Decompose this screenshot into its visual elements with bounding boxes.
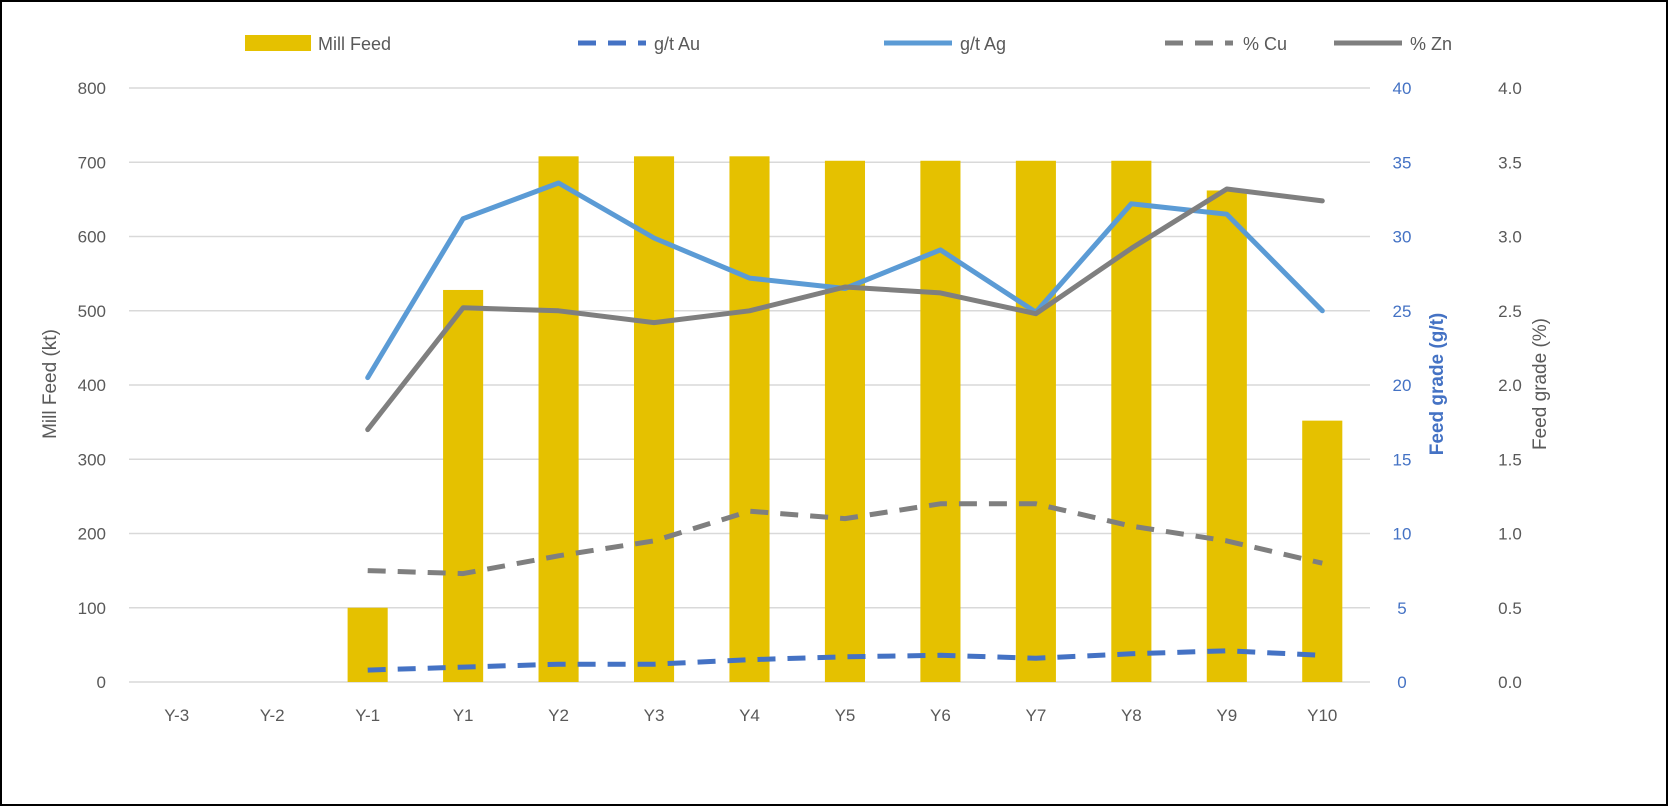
y-right2-tick-label: 1.0 — [1498, 525, 1522, 544]
y-axis-right1-title: Feed grade (g/t) — [1427, 313, 1448, 456]
legend-label: % Cu — [1243, 34, 1287, 54]
bar-mill-feed — [920, 160, 961, 682]
x-tick-label: Y6 — [930, 706, 951, 725]
y-right2-tick-label: 2.5 — [1498, 302, 1522, 321]
series-line — [365, 186, 1325, 433]
bar-mill-feed — [1015, 160, 1056, 682]
x-tick-label: Y-1 — [355, 706, 380, 725]
legend-label: Mill Feed — [318, 34, 391, 54]
x-tick-label: Y-2 — [260, 706, 285, 725]
bar-series-mill-feed — [347, 156, 1343, 682]
y-right2-tick-label: 3.5 — [1498, 153, 1522, 172]
y-right1-tick-label: 30 — [1393, 228, 1412, 247]
y-right2-tick-label: 0.5 — [1498, 599, 1522, 618]
y-axis-right2-title: Feed grade (%) — [1530, 318, 1551, 450]
x-tick-label: Y-3 — [164, 706, 189, 725]
bar-mill-feed — [729, 156, 770, 682]
series-line — [367, 648, 1323, 673]
y-left-tick-label: 700 — [78, 153, 106, 172]
y-right1-tick-label: 20 — [1393, 376, 1412, 395]
y-right2-tick-label: 4.0 — [1498, 79, 1522, 98]
bar-mill-feed — [1206, 190, 1247, 682]
bar-mill-feed — [443, 289, 484, 682]
legend-label: g/t Au — [654, 34, 700, 54]
x-tick-label: Y8 — [1121, 706, 1142, 725]
y-right1-tick-label: 5 — [1397, 599, 1406, 618]
x-tick-label: Y3 — [644, 706, 665, 725]
x-tick-label: Y5 — [835, 706, 856, 725]
y-right2-tick-label: 2.0 — [1498, 376, 1522, 395]
x-tick-label: Y1 — [453, 706, 474, 725]
x-tick-label: Y4 — [739, 706, 760, 725]
y-right1-tick-label: 25 — [1393, 302, 1412, 321]
y-right1-tick-label: 0 — [1397, 673, 1406, 692]
bar-mill-feed — [1302, 420, 1343, 682]
x-tick-label: Y7 — [1025, 706, 1046, 725]
y-right1-tick-label: 35 — [1393, 153, 1412, 172]
bar-mill-feed — [824, 160, 866, 682]
y-right2-tick-label: 0.0 — [1498, 673, 1522, 692]
y-left-tick-label: 100 — [78, 599, 106, 618]
y-left-tick-label: 800 — [78, 79, 106, 98]
y-left-tick-label: 400 — [78, 376, 106, 395]
bar-mill-feed — [538, 156, 579, 682]
y-left-tick-label: 0 — [97, 673, 106, 692]
y-left-tick-label: 300 — [78, 450, 106, 469]
y-right2-tick-label: 1.5 — [1498, 450, 1522, 469]
y-left-tick-label: 600 — [78, 228, 106, 247]
axes: Mill Feed (kt) Feed grade (g/t) Feed gra… — [40, 79, 1551, 725]
x-tick-label: Y2 — [548, 706, 569, 725]
x-tick-label: Y9 — [1216, 706, 1237, 725]
y-left-tick-label: 500 — [78, 302, 106, 321]
series-line — [367, 501, 1323, 577]
y-right1-tick-label: 15 — [1393, 450, 1412, 469]
y-right1-tick-label: 10 — [1393, 525, 1412, 544]
legend-label: g/t Ag — [960, 34, 1006, 54]
y-axis-left-title: Mill Feed (kt) — [40, 329, 61, 439]
line-series — [365, 180, 1325, 673]
legend-label: % Zn — [1410, 34, 1452, 54]
x-tick-label: Y10 — [1307, 706, 1337, 725]
y-right2-tick-label: 3.0 — [1498, 228, 1522, 247]
legend-swatch — [245, 35, 311, 51]
y-left-tick-label: 200 — [78, 525, 106, 544]
legend: Mill Feed g/t Au g/t Ag % Cu % Zn — [245, 34, 1452, 54]
y-right1-tick-label: 40 — [1393, 79, 1412, 98]
